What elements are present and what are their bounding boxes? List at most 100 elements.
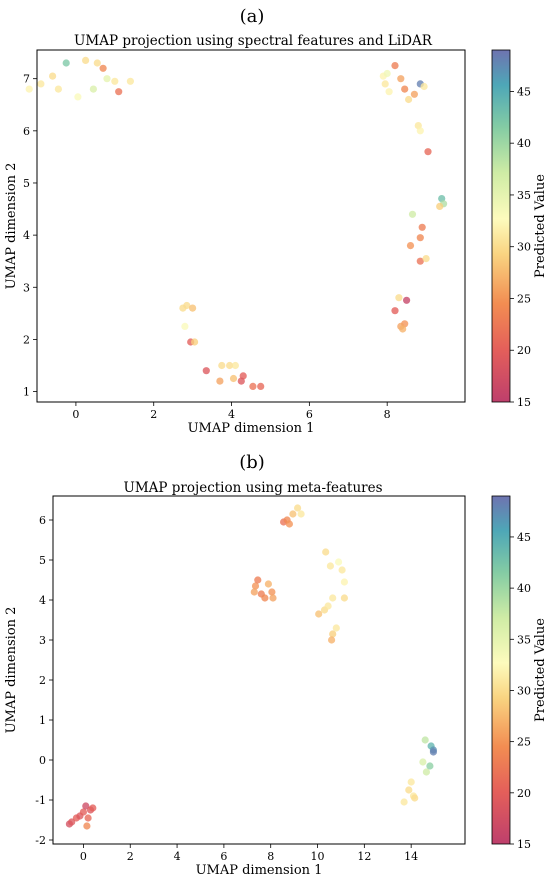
data-point: [436, 202, 444, 210]
y-tick-label: 6: [23, 125, 30, 138]
data-point: [202, 367, 210, 375]
x-tick-label: 6: [306, 408, 313, 421]
data-point: [83, 822, 91, 830]
data-point: [289, 510, 297, 518]
data-point: [332, 624, 340, 632]
y-tick-label: 0: [39, 754, 46, 767]
panel-b-title: UMAP projection using meta-features: [123, 480, 382, 496]
colorbar-tick-label: 15: [517, 838, 531, 851]
colorbar-tick-label: 35: [517, 633, 531, 646]
data-point: [111, 77, 119, 85]
data-point: [229, 374, 238, 383]
panel-a: (a) UMAP projection using spectral featu…: [4, 6, 548, 436]
y-tick-label: -1: [35, 794, 46, 807]
panel-b-axes-frame: [52, 495, 466, 845]
panel-b-ylabel: UMAP dimension 2: [4, 607, 19, 734]
panel-a-colorbar: 15 20 25 30 35 40 45 Predicted Value: [491, 49, 548, 409]
x-tick-label: 8: [267, 850, 274, 863]
data-point: [411, 794, 419, 802]
x-tick-label: 0: [80, 850, 87, 863]
data-point: [418, 223, 426, 231]
panel-a-ylabel: UMAP dimension 2: [4, 163, 19, 290]
data-point: [25, 85, 33, 93]
data-point: [269, 594, 277, 602]
data-point: [37, 80, 45, 88]
data-point: [257, 382, 265, 390]
data-point: [49, 72, 57, 80]
data-point: [261, 594, 269, 602]
colorbar-tick-label: 35: [517, 189, 531, 202]
data-point: [294, 504, 302, 512]
data-point: [408, 210, 417, 218]
colorbar-tick-label: 45: [517, 85, 531, 98]
data-point: [264, 580, 272, 588]
data-point: [391, 307, 399, 315]
data-point: [385, 88, 393, 96]
x-tick-label: 14: [404, 850, 418, 863]
data-point: [84, 814, 92, 822]
data-point: [315, 610, 323, 618]
colorbar-tick-label: 30: [517, 684, 531, 697]
panel-b-label: (b): [239, 452, 265, 473]
data-point: [399, 325, 407, 333]
data-point: [338, 566, 346, 574]
panel-a-axes-frame: [36, 49, 466, 403]
panel-b-xlabel: UMAP dimension 1: [196, 863, 323, 878]
data-point: [62, 59, 70, 67]
x-tick-label: 4: [228, 408, 235, 421]
colorbar-tick-label: 30: [517, 241, 531, 254]
data-point: [82, 802, 90, 810]
x-tick-label: 4: [174, 850, 181, 863]
data-point: [395, 294, 403, 302]
data-point: [181, 322, 189, 330]
panel-b-colorbar: 15 20 25 30 35 40 45 Predicted Value: [491, 495, 548, 851]
data-point: [403, 296, 411, 304]
data-point: [406, 242, 415, 250]
panel-a-colorbar-label: Predicted Value: [533, 174, 548, 278]
panel-a-label: (a): [240, 6, 265, 27]
data-point: [329, 594, 337, 602]
data-point: [328, 636, 336, 644]
y-tick-label: 1: [23, 386, 30, 399]
colorbar-tick-label: 45: [517, 531, 531, 544]
data-point: [79, 808, 87, 816]
y-tick-label: 5: [23, 177, 30, 190]
colorbar-tick-label: 25: [517, 292, 531, 305]
x-tick-label: 0: [72, 408, 79, 421]
data-point: [268, 588, 276, 596]
data-point: [226, 361, 234, 370]
data-point: [183, 301, 191, 310]
data-point: [422, 255, 430, 263]
x-tick-label: 10: [311, 850, 325, 863]
y-tick-label: 2: [23, 333, 30, 346]
data-point: [231, 361, 239, 370]
panel-b-colorbar-gradient: [491, 495, 511, 845]
y-tick-label: 2: [39, 674, 46, 687]
data-point: [426, 762, 434, 770]
data-point: [410, 90, 418, 98]
x-tick-label: 2: [150, 408, 157, 421]
data-point: [89, 85, 97, 93]
panel-a-colorbar-ticks: 15 20 25 30 35 40 45: [510, 85, 531, 409]
data-point: [326, 562, 334, 570]
panel-a-plot: 0 2 4 6 8 1 2 3 4 5 6 7: [23, 56, 448, 421]
colorbar-tick-label: 20: [517, 787, 531, 800]
y-tick-label: -2: [35, 834, 46, 847]
data-point: [429, 748, 437, 756]
data-point: [416, 234, 424, 242]
colorbar-tick-label: 15: [517, 396, 531, 409]
data-point: [329, 630, 337, 638]
data-point: [93, 59, 101, 67]
data-point: [103, 75, 111, 83]
data-point: [424, 148, 432, 156]
data-point: [74, 93, 82, 101]
data-point: [250, 588, 258, 596]
y-tick-label: 6: [39, 514, 46, 527]
colorbar-tick-label: 40: [517, 137, 531, 150]
data-point: [421, 736, 429, 744]
data-point: [335, 558, 343, 566]
data-point: [237, 377, 245, 385]
data-point: [216, 377, 224, 385]
colorbar-tick-label: 20: [517, 344, 531, 357]
